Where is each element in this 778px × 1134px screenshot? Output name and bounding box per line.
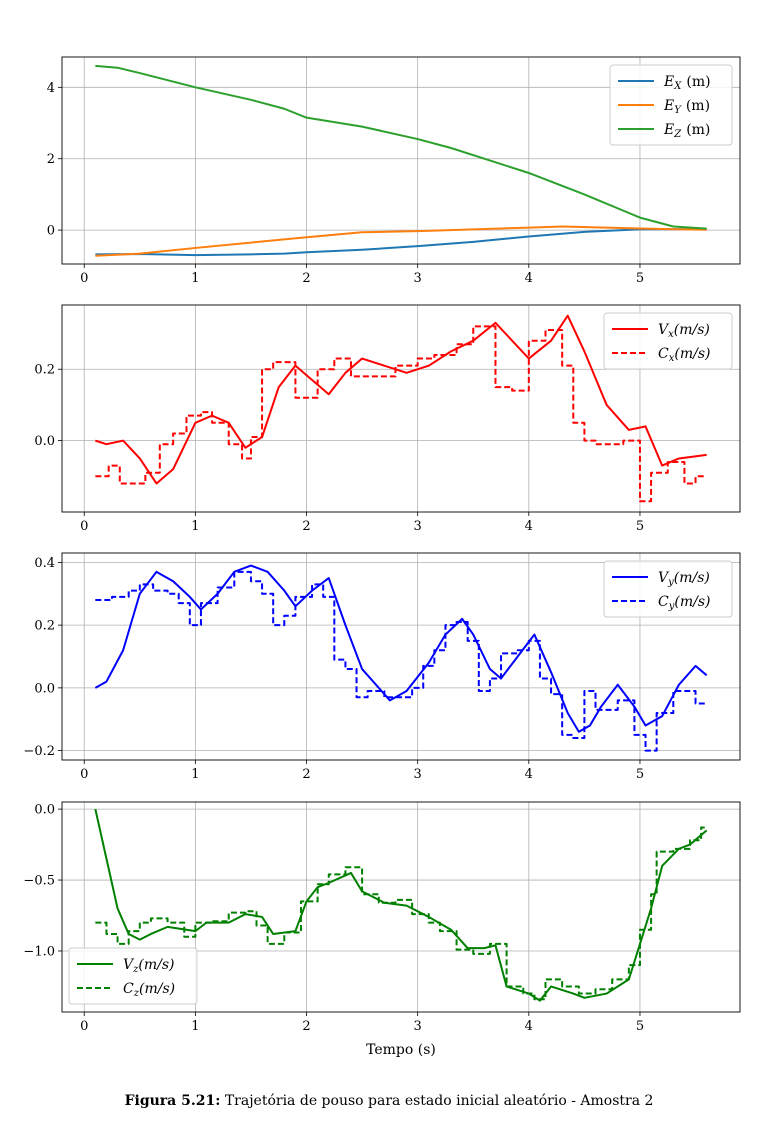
axes-frame bbox=[61, 304, 741, 513]
x-tick-label: 0 bbox=[80, 767, 88, 782]
legend-entry: Vy(m/s) bbox=[658, 570, 710, 588]
x-tick-label: 1 bbox=[191, 1019, 199, 1034]
x-tick-label: 3 bbox=[414, 519, 422, 534]
caption-label: Figura 5.21: bbox=[124, 1093, 221, 1109]
series-line-cz bbox=[95, 826, 707, 1001]
legend-entry: Cx(m/s) bbox=[658, 346, 710, 364]
x-tick-label: 1 bbox=[191, 519, 199, 534]
legend-entry: Cy(m/s) bbox=[658, 594, 710, 612]
x-axis-label: Tempo (s) bbox=[366, 1042, 436, 1058]
x-tick-label: 2 bbox=[302, 767, 310, 782]
x-tick-label: 2 bbox=[302, 1019, 310, 1034]
legend: Vy(m/s) Cy(m/s) bbox=[603, 560, 733, 618]
x-tick-label: 5 bbox=[636, 519, 644, 534]
caption-text: Trajetória de pouso para estado inicial … bbox=[224, 1093, 654, 1109]
x-tick-label: 0 bbox=[80, 519, 88, 534]
x-tick-label: 5 bbox=[636, 271, 644, 286]
y-tick-label: 0.0 bbox=[34, 434, 55, 449]
x-tick-label: 4 bbox=[525, 1019, 533, 1034]
y-tick-label: 4 bbox=[47, 81, 55, 96]
y-tick-label: 0 bbox=[47, 224, 55, 239]
y-tick-label: 2 bbox=[47, 152, 55, 167]
figure-caption: Figura 5.21: Trajetória de pouso para es… bbox=[0, 1093, 778, 1109]
legend-entry: EZ (m) bbox=[663, 122, 710, 140]
y-tick-label: 0.4 bbox=[34, 556, 55, 571]
x-tick-label: 3 bbox=[414, 271, 422, 286]
x-tick-label: 1 bbox=[191, 767, 199, 782]
figure: 0 1 2 3 4 5 0 2 4 EX (m) EY (m) EZ (m) 0 1 2 3 4 5 0.0 0.2 Vx(m… bbox=[23, 56, 741, 1058]
series-line-vz bbox=[94, 808, 708, 1002]
legend-entry: Cz(m/s) bbox=[123, 981, 175, 999]
axes-frame bbox=[61, 552, 741, 761]
y-tick-label: −0.5 bbox=[23, 874, 55, 889]
y-tick-label: −1.0 bbox=[23, 944, 55, 959]
x-tick-label: 0 bbox=[80, 1019, 88, 1034]
subplot-3: 0 1 2 3 4 5 −0.2 0.0 0.2 0.4 Vy(m/s) Cy(m/s) bbox=[23, 552, 741, 782]
y-tick-label: −0.2 bbox=[23, 744, 55, 759]
x-tick-label: 3 bbox=[414, 767, 422, 782]
legend-entry: Vx(m/s) bbox=[658, 322, 710, 340]
x-tick-label: 1 bbox=[191, 271, 199, 286]
x-tick-label: 2 bbox=[302, 271, 310, 286]
legend-box bbox=[609, 64, 733, 146]
legend: Vx(m/s) Cx(m/s) bbox=[603, 312, 733, 370]
legend-entry: Vz(m/s) bbox=[123, 957, 175, 975]
series-line-ey bbox=[95, 225, 707, 257]
y-tick-label: 0.2 bbox=[34, 363, 55, 378]
series-line-cx bbox=[95, 325, 707, 503]
x-tick-label: 4 bbox=[525, 271, 533, 286]
x-tick-label: 4 bbox=[525, 519, 533, 534]
subplot-2: 0 1 2 3 4 5 0.0 0.2 Vx(m/s) Cx(m/s) bbox=[34, 304, 741, 534]
series-line-cy bbox=[95, 570, 707, 752]
y-tick-label: 0.0 bbox=[34, 681, 55, 696]
legend-entry: EY (m) bbox=[663, 98, 710, 116]
x-tick-label: 5 bbox=[636, 1019, 644, 1034]
axes-frame bbox=[61, 801, 741, 1013]
series-line-ez bbox=[95, 64, 707, 230]
legend-box bbox=[603, 560, 733, 618]
y-tick-label: 0.2 bbox=[34, 619, 55, 634]
legend: Vz(m/s) Cz(m/s) bbox=[68, 947, 198, 1005]
x-tick-label: 5 bbox=[636, 767, 644, 782]
x-tick-label: 3 bbox=[414, 1019, 422, 1034]
legend-entry: EX (m) bbox=[663, 74, 711, 92]
x-tick-label: 0 bbox=[80, 271, 88, 286]
subplot-4: 0 1 2 3 4 5 −1.0 −0.5 0.0 Vz(m/s) Cz(m/s) Tempo (s) bbox=[23, 801, 741, 1058]
axes-frame bbox=[61, 56, 741, 265]
legend-box bbox=[68, 947, 198, 1005]
series-line-vx bbox=[95, 314, 707, 485]
x-tick-label: 2 bbox=[302, 519, 310, 534]
subplot-1: 0 1 2 3 4 5 0 2 4 EX (m) EY (m) EZ (m) bbox=[47, 56, 741, 286]
series-line-vy bbox=[94, 564, 708, 733]
y-tick-label: 0.0 bbox=[34, 803, 55, 818]
series-line-ex bbox=[95, 228, 707, 257]
legend-box bbox=[603, 312, 733, 370]
x-tick-label: 4 bbox=[525, 767, 533, 782]
legend: EX (m) EY (m) EZ (m) bbox=[609, 64, 733, 146]
